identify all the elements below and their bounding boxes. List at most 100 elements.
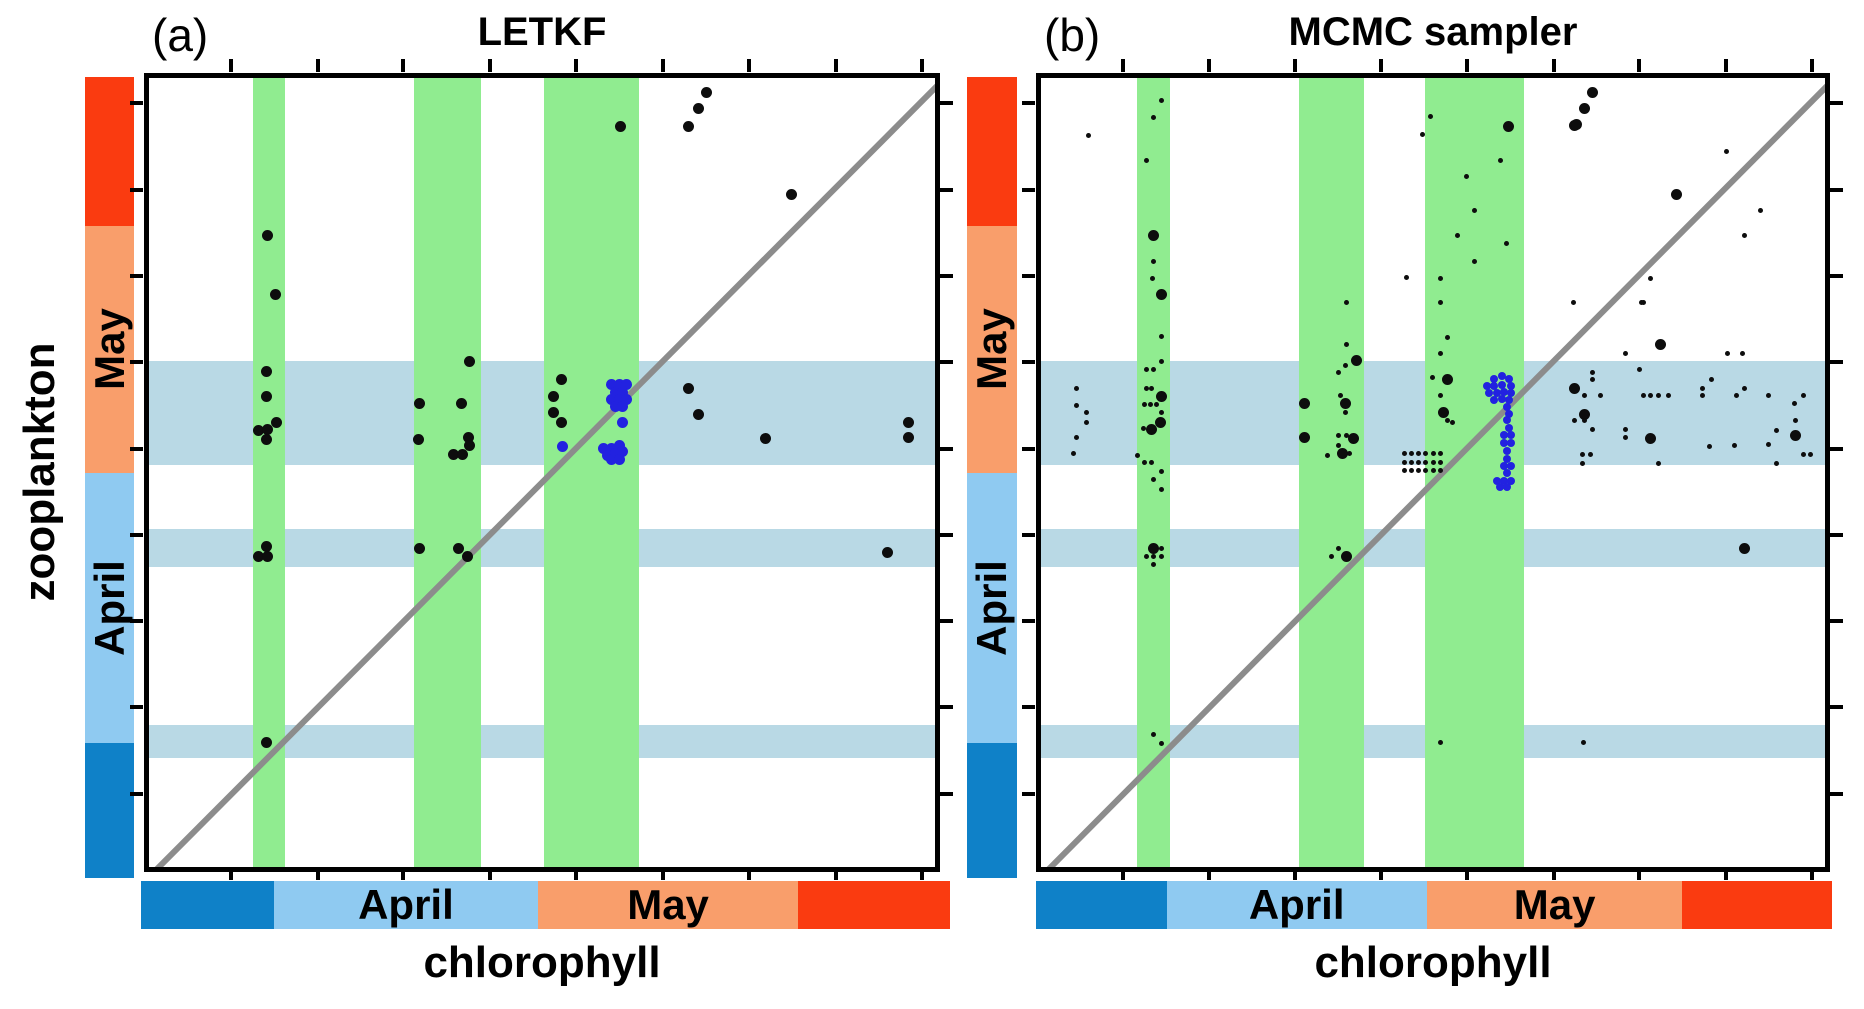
black-point: [1472, 208, 1478, 214]
black-point: [1151, 731, 1157, 737]
black-point: [1586, 86, 1598, 98]
x-axis-tick: [660, 872, 665, 880]
black-point: [615, 120, 627, 132]
black-point: [1428, 114, 1434, 120]
black-point: [1344, 342, 1350, 348]
month-segment-x: [1682, 881, 1832, 929]
black-point: [1437, 275, 1443, 281]
black-point: [1700, 393, 1706, 399]
x-axis-tick: [660, 59, 665, 72]
black-point: [1409, 451, 1415, 457]
x-axis-tick: [574, 59, 579, 72]
x-axis-tick: [1809, 872, 1814, 880]
black-point: [1159, 358, 1165, 364]
black-point: [1146, 424, 1158, 436]
blue-point: [1502, 455, 1511, 464]
black-point: [1581, 739, 1587, 745]
blue-point: [1484, 388, 1493, 397]
black-point: [455, 398, 467, 410]
y-axis-tick: [1830, 187, 1843, 192]
black-point: [1336, 443, 1342, 449]
y-axis-tick: [1830, 532, 1843, 537]
black-point: [262, 424, 274, 436]
black-point: [1159, 545, 1165, 551]
black-point: [556, 373, 568, 385]
observation-time-band-vertical-2: [544, 78, 639, 867]
black-point: [882, 547, 894, 559]
black-point: [1578, 408, 1590, 420]
panel-a-label: (a): [152, 9, 209, 61]
black-point: [1149, 385, 1155, 391]
y-axis-tick: [940, 619, 953, 624]
black-point: [260, 541, 272, 553]
black-point: [1598, 393, 1604, 399]
black-point: [1340, 398, 1352, 410]
black-point: [1159, 740, 1165, 746]
observation-time-band-vertical-1: [413, 78, 482, 867]
x-axis-tick: [1723, 872, 1728, 880]
black-point: [1344, 432, 1350, 438]
panel-b-title: MCMC sampler: [1288, 10, 1578, 54]
black-point: [1437, 407, 1449, 419]
blue-point: [1506, 381, 1515, 390]
black-point: [1085, 133, 1091, 139]
black-point: [785, 189, 797, 201]
x-axis-tick: [1723, 59, 1728, 72]
black-point: [1429, 375, 1435, 381]
black-point: [1572, 417, 1578, 423]
y-axis-tick: [1830, 705, 1843, 710]
black-point: [1151, 367, 1157, 373]
y-axis-tick: [1022, 101, 1035, 106]
black-point: [1148, 542, 1160, 554]
panel-b-month-colorbar-x: April May: [1036, 881, 1832, 929]
y-axis-tick: [1022, 619, 1035, 624]
black-point: [1143, 157, 1149, 163]
blue-point: [1495, 482, 1504, 491]
black-point: [1724, 350, 1730, 356]
black-point: [1148, 229, 1160, 241]
black-point: [1454, 232, 1460, 238]
blue-point: [1506, 431, 1515, 440]
black-point: [1808, 451, 1814, 457]
black-point: [1700, 385, 1706, 391]
y-axis-tick: [1022, 532, 1035, 537]
month-segment-x: [1036, 881, 1167, 929]
black-point: [1656, 460, 1662, 466]
black-point: [1159, 334, 1165, 340]
black-point: [1416, 451, 1422, 457]
black-point: [1344, 300, 1350, 306]
black-point: [252, 550, 264, 562]
black-point: [1073, 402, 1079, 408]
month-label-may: May: [538, 881, 798, 929]
blue-point: [613, 453, 625, 465]
x-axis-tick: [1637, 872, 1642, 880]
blue-point: [1506, 388, 1515, 397]
black-point: [1143, 367, 1149, 373]
black-point: [902, 432, 914, 444]
black-point: [1581, 393, 1587, 399]
black-point: [413, 542, 425, 554]
x-axis-tick: [919, 872, 924, 880]
blue-point: [1499, 462, 1508, 471]
black-point: [1329, 554, 1335, 560]
black-point: [1151, 477, 1157, 483]
black-point: [1336, 369, 1342, 375]
blue-point: [1499, 388, 1508, 397]
black-point: [1504, 241, 1510, 247]
blue-point: [1502, 416, 1511, 425]
black-point: [1444, 417, 1450, 423]
black-point: [1343, 363, 1349, 369]
black-point: [1346, 451, 1352, 457]
black-point: [1141, 459, 1147, 465]
x-axis-tick: [746, 59, 751, 72]
black-point: [464, 355, 476, 367]
black-point: [1402, 468, 1408, 474]
identity-diagonal-line: [154, 83, 935, 867]
black-point: [1790, 429, 1802, 441]
black-point: [1083, 410, 1089, 416]
month-label-may: May: [85, 308, 133, 391]
month-segment-y: [967, 225, 1017, 473]
black-point: [1570, 119, 1582, 131]
black-point: [1766, 393, 1772, 399]
